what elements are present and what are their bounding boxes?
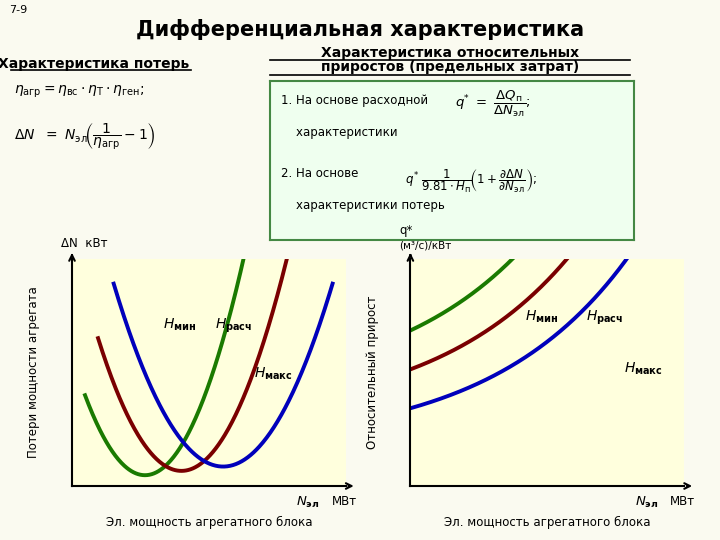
Text: Характеристика потерь: Характеристика потерь [0, 57, 189, 71]
Text: $H_{\mathregular{мин}}$: $H_{\mathregular{мин}}$ [526, 308, 559, 325]
Text: $\Delta N\ \ =\ N_{\mathregular{эл}}\!\left(\dfrac{1}{\eta_{\mathregular{агр}}} : $\Delta N\ \ =\ N_{\mathregular{эл}}\!\l… [14, 122, 156, 152]
Text: $H_{\mathregular{макс}}$: $H_{\mathregular{макс}}$ [254, 366, 293, 382]
Text: $q^{*}\ =\ \dfrac{\Delta Q_{\mathregular{п}}}{\Delta N_{\mathregular{эл}}}$;: $q^{*}\ =\ \dfrac{\Delta Q_{\mathregular… [456, 89, 531, 119]
Text: Относительный прирост: Относительный прирост [366, 296, 379, 449]
Text: ΔN  кВт: ΔN кВт [61, 237, 107, 250]
Text: Потери мощности агрегата: Потери мощности агрегата [27, 287, 40, 458]
Text: Эл. мощность агрегатного блока: Эл. мощность агрегатного блока [444, 516, 650, 529]
Text: МВт: МВт [670, 495, 696, 508]
Text: Характеристика относительных: Характеристика относительных [321, 46, 579, 60]
Text: 2. На основе: 2. На основе [281, 167, 359, 180]
Text: характеристики потерь: характеристики потерь [281, 199, 445, 212]
Text: Дифференциальная характеристика: Дифференциальная характеристика [136, 19, 584, 40]
Text: $\eta_{\mathregular{агр}} = \eta_{\mathregular{вс}} \cdot \eta_{\mathregular{Т}}: $\eta_{\mathregular{агр}} = \eta_{\mathr… [14, 84, 145, 100]
Text: (м³/с)/кВт: (м³/с)/кВт [400, 240, 451, 250]
Text: $q^{*}\ \dfrac{1}{9.81 \cdot H_{\mathregular{п}}}\!\left(1 + \dfrac{\partial\Del: $q^{*}\ \dfrac{1}{9.81 \cdot H_{\mathreg… [405, 167, 536, 195]
Text: Эл. мощность агрегатного блока: Эл. мощность агрегатного блока [106, 516, 312, 529]
Text: приростов (предельных затрат): приростов (предельных затрат) [321, 60, 579, 75]
Text: характеристики: характеристики [281, 126, 397, 139]
Text: $N_{\mathregular{эл}}$: $N_{\mathregular{эл}}$ [297, 495, 320, 510]
Text: 7-9: 7-9 [9, 5, 27, 16]
Text: $H_{\mathregular{расч}}$: $H_{\mathregular{расч}}$ [215, 316, 253, 335]
Text: $H_{\mathregular{мин}}$: $H_{\mathregular{мин}}$ [163, 316, 197, 333]
Text: $H_{\mathregular{расч}}$: $H_{\mathregular{расч}}$ [585, 308, 623, 327]
Text: q*: q* [400, 224, 413, 237]
Text: МВт: МВт [332, 495, 357, 508]
Text: $N_{\mathregular{эл}}$: $N_{\mathregular{эл}}$ [635, 495, 658, 510]
Text: 1. На основе расходной: 1. На основе расходной [281, 94, 428, 107]
Text: $H_{\mathregular{макс}}$: $H_{\mathregular{макс}}$ [624, 361, 662, 377]
